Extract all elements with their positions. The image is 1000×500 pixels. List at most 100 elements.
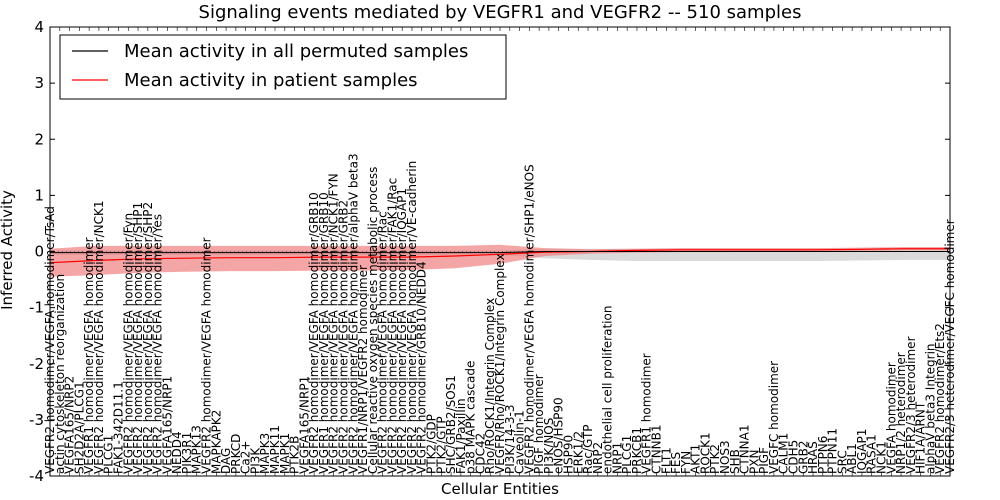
entity-label: PTPN6	[816, 436, 830, 474]
entity-label: VEGFR1 homodimer/VEGFA homodimer	[82, 237, 96, 474]
legend: Mean activity in all permuted samples Me…	[59, 34, 507, 100]
series-line-permuted	[50, 251, 950, 254]
entity-label: VEGFR2 homodimer/VEGFA homodimer/NCK1/FY…	[327, 173, 341, 474]
entity-label: MAPK3	[258, 433, 272, 474]
entity-label: VEGFA165/NRP1	[297, 376, 311, 474]
entity-label: Rho/ROCK1/Integrin Complex	[483, 298, 497, 474]
entity-label: ERK1/2	[571, 431, 585, 474]
x-axis-label: Cellular Entities	[441, 480, 559, 498]
entity-label: NRP1/2 heterodimer	[894, 352, 908, 474]
entity-label: Ca2+	[239, 441, 253, 474]
entity-label: PRKCB1	[630, 427, 644, 474]
entity-label: PIGF	[757, 447, 771, 474]
entity-label: VEGFR2 homodimer/GRB10/NEDD4	[415, 261, 429, 474]
y-tick-label: 0	[34, 243, 44, 261]
entity-label: FLT1	[659, 447, 673, 474]
entity-label: actin cytoskeleton reorganization	[53, 274, 67, 474]
y-tick-label: 3	[34, 74, 44, 92]
entity-label: endothelial cell proliferation	[601, 306, 615, 474]
entity-label: HSP90	[562, 435, 576, 474]
entity-label: NCK1	[875, 441, 889, 474]
entity-label: PIK3R1	[180, 432, 194, 474]
entity-label: CDH5	[787, 440, 801, 474]
entity-label: ABL1	[845, 443, 859, 474]
entity-label: PTK2B	[288, 436, 302, 474]
entity-label: VEGFR2 homodimer/VEGFA homodimer/GRB10	[307, 192, 321, 474]
entity-label: NRP2	[591, 442, 605, 474]
entity-label: PI3K/14-3-3	[503, 404, 517, 474]
entity-labels: VEGFR2 homodimer/VEGFA homodimer/TsAdact…	[43, 27, 957, 476]
entity-label: NEDD4	[170, 431, 184, 474]
entity-label: FYN	[679, 451, 693, 474]
y-tick-label: 4	[34, 18, 44, 36]
entity-label: VEGFR2 homodimer/VEGFA homodimer/VE-cadh…	[405, 161, 419, 474]
y-tick-label: -4	[29, 467, 44, 485]
entity-label: AKT1	[689, 444, 703, 474]
entity-label: PTK2/GTP	[434, 416, 448, 474]
series-line-patient	[49, 248, 950, 264]
entity-label: p38 MAPK cascade	[464, 361, 478, 474]
chart-title: Signaling events mediated by VEGFR1 and …	[199, 2, 802, 23]
entity-label: VEGFR2 homodimer/VEGFA homodimer/SHP1/eN…	[522, 164, 536, 474]
entity-label: FAK1/Paxillin	[454, 398, 468, 474]
y-axis-label: Inferred Activity	[0, 190, 16, 310]
entity-label: Rac/GTP	[581, 424, 595, 474]
entity-label: PRKCD	[229, 434, 243, 474]
entity-label: RASA1	[865, 434, 879, 474]
entity-label: SRC	[835, 450, 849, 474]
entity-label: VEGFR2 homodimer/VEGFA homodimer/TsAd	[43, 206, 57, 474]
entity-label: MAPK11	[268, 425, 282, 474]
legend-box	[59, 34, 507, 100]
legend-entry-patient: Mean activity in patient samples	[124, 70, 418, 91]
y-tick-label: -1	[29, 299, 44, 317]
entity-label: eNOS/HSP90	[552, 397, 566, 474]
entity-label: HIF1A/ARNT	[914, 401, 928, 474]
entity-label: PLCG1	[620, 435, 634, 474]
entity-label: VEGFA165/NRP1	[160, 376, 174, 474]
entity-label: alphaV beta3 Integrin	[923, 343, 937, 474]
entity-label: VEGFR2 homodimer/VEGFA homodimer/NCK1	[92, 200, 106, 474]
entity-label: VEGFR2 homodimer/VEGFA homodimer	[200, 237, 214, 474]
entity-label: IQGAP1	[855, 429, 869, 474]
entity-label: VEGFR1/NRP1/VEGFR2 homodimer	[356, 265, 370, 474]
entity-label: FAK1-342D11.1	[112, 381, 126, 474]
entity-label: CTNNA1	[738, 424, 752, 474]
entity-label: VEGFA homodimer	[884, 362, 898, 474]
entity-label: MAPKAPK2	[209, 410, 223, 474]
entity-label: CTNNB1	[650, 424, 664, 474]
entity-label: SH2D2A/PLCG1	[72, 381, 86, 474]
entity-label: PI3K/NOS	[542, 418, 556, 474]
entity-label: VEGFR2 homodimer/VEGFA homodimer/GRB2	[337, 200, 351, 474]
entity-label: NRP1	[610, 442, 624, 474]
entity-label: VEGFR2 homodimer/VEGFA homodimer/Yes	[151, 214, 165, 474]
entity-label: VEGFR2 homodimer/VEGFA homodimer/Rac	[376, 211, 390, 474]
entity-label: VEGFR2 homodimer/VEGFA homodimer/IQGAP1	[395, 188, 409, 474]
entity-label: SHB	[728, 449, 742, 474]
entity-label: VEGFR2 homodimer/VEGFA homodimer/FAK1/Ra…	[385, 178, 399, 474]
entity-label: VEGFR/Rho/ROCK1/Integrin Complex	[493, 253, 507, 474]
entity-label: NOS3	[718, 440, 732, 474]
entity-label: DAG	[219, 448, 233, 474]
entity-label: VEGFR2 homodimer/Ets2	[933, 323, 947, 474]
entity-label: SHC/GRB2/SOS1	[444, 375, 458, 474]
entity-label: PLCG1	[102, 435, 116, 474]
y-tick-label: -2	[29, 355, 44, 373]
entity-label: PTK2/GDP	[425, 414, 439, 474]
entity-label: FES	[669, 452, 683, 474]
entity-label: VEGFR1 homodimer/VEGFA homodimer/GRB10	[317, 192, 331, 474]
entity-label: VEGFC homodimer	[767, 361, 781, 474]
entity-label: Cellular reactive oxygen species metabol…	[366, 167, 380, 474]
entity-label: MAPK1	[278, 433, 292, 474]
entity-label: PI3K	[248, 447, 262, 474]
entity-label: GRB2	[796, 440, 810, 474]
entity-label: PXN	[747, 450, 761, 474]
entity-label: PTK2	[708, 444, 722, 474]
entity-label: HRAS	[806, 441, 820, 474]
entity-label: ROCK1	[698, 432, 712, 474]
legend-entry-permuted: Mean activity in all permuted samples	[124, 41, 468, 62]
entity-label: VEGFA165/NRP2	[63, 376, 77, 474]
entity-label: VEGFR2 homodimer/VEGFA homodimer/SHP1	[131, 202, 145, 474]
entity-label: MAPK13	[190, 425, 204, 474]
entity-label: VEGFR2 homodimer/VEGFA homodimer/Fyn	[121, 213, 135, 474]
